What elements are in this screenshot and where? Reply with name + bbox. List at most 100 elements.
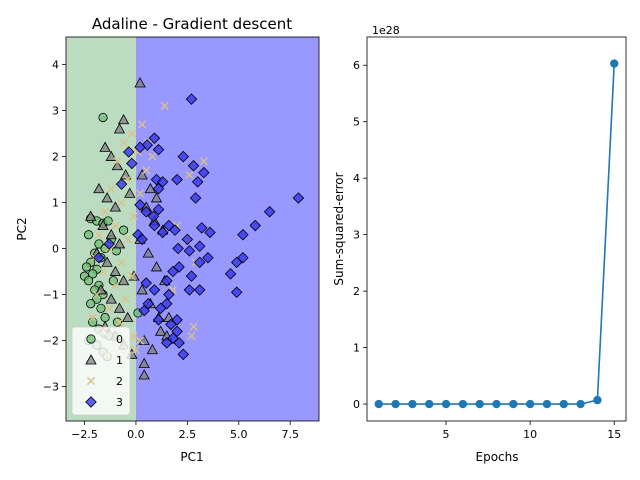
class-3-point xyxy=(173,337,185,349)
class-3-point xyxy=(115,178,128,190)
error-point xyxy=(492,399,501,409)
class-1-point xyxy=(117,274,130,286)
class-3-point xyxy=(204,226,216,239)
class-3-point xyxy=(161,274,173,287)
class-0-point xyxy=(103,216,113,226)
left-x-tick-label: 5.0 xyxy=(230,428,248,441)
class-1-point xyxy=(119,169,132,180)
class-3-point xyxy=(183,245,196,257)
right-y-tick-label: 0 xyxy=(353,398,360,411)
error-point xyxy=(576,399,585,409)
class-3-point xyxy=(263,205,276,218)
class-2-point xyxy=(131,345,141,354)
left-y-tick-label: 1 xyxy=(52,197,59,210)
left-y-tick-label: 2 xyxy=(52,151,59,164)
class-2-point xyxy=(88,313,97,322)
class-3-point xyxy=(148,284,161,296)
left-y-tick-label: −2 xyxy=(43,335,59,348)
class-1-point xyxy=(105,293,117,304)
legend-marker-3 xyxy=(85,396,97,408)
class-3-point xyxy=(195,222,208,234)
left-y-axis-label: PC2 xyxy=(15,217,29,240)
class-3-point xyxy=(193,240,206,253)
right-x-ticks: 5 10 15 xyxy=(443,421,621,441)
class-3-point xyxy=(134,141,146,154)
class-1-point xyxy=(85,210,97,221)
right-y-tick-label: 5 xyxy=(353,116,360,129)
error-point xyxy=(509,399,518,409)
class-3-point xyxy=(152,203,165,216)
class-3-point xyxy=(161,337,173,349)
class-3-point xyxy=(230,286,243,298)
class-1-point xyxy=(146,343,159,355)
class-1-point xyxy=(93,182,105,194)
class-2-point xyxy=(117,258,126,267)
class-1-point xyxy=(144,182,157,194)
right-x-axis-label: Epochs xyxy=(476,450,519,464)
class-3-point xyxy=(103,238,115,250)
class-1-point xyxy=(117,113,130,125)
class-2-point xyxy=(111,221,120,230)
class-2-point xyxy=(135,189,145,198)
class-1-point xyxy=(113,123,126,134)
class-2-point xyxy=(94,230,104,239)
class-3-point xyxy=(193,256,206,269)
class-3-point xyxy=(163,288,175,301)
left-x-ticks: −2.5 0.0 2.5 5.0 7.5 xyxy=(71,421,299,441)
class-3-point xyxy=(292,192,305,204)
left-chart-title: Adaline - Gradient descent xyxy=(92,15,292,33)
class-3-point xyxy=(171,325,183,338)
class-1-point xyxy=(109,265,122,276)
class-3-point xyxy=(126,157,138,170)
right-y-tick-label: 2 xyxy=(353,285,360,298)
right-y-tick-label: 3 xyxy=(353,229,360,242)
class-1-point xyxy=(101,256,113,267)
left-y-tick-label: 4 xyxy=(52,59,59,72)
class-1-point xyxy=(138,369,150,380)
class-3-point xyxy=(138,304,150,317)
class-0-point xyxy=(118,225,129,235)
class-0-point xyxy=(88,317,98,327)
class-1-point xyxy=(136,169,148,180)
class-2-point xyxy=(135,336,145,345)
class-3-point xyxy=(237,228,249,241)
legend-label-3: 3 xyxy=(116,396,123,409)
class-1-point xyxy=(124,187,136,198)
error-point xyxy=(610,59,619,68)
class-1-point xyxy=(105,228,117,240)
error-point xyxy=(559,399,568,409)
class-3-point xyxy=(185,270,198,282)
class-2-point xyxy=(113,157,122,166)
error-point xyxy=(593,395,602,405)
error-point xyxy=(542,399,552,409)
class-2-point xyxy=(148,152,157,161)
class-1-point xyxy=(113,238,126,249)
right-x-tick-label: 15 xyxy=(607,428,621,441)
class-3-point xyxy=(189,192,202,204)
class-1-point xyxy=(111,159,124,171)
class-3-point xyxy=(172,242,184,255)
class-3-point xyxy=(169,224,181,236)
class-1-point xyxy=(150,261,163,272)
class-3-point xyxy=(177,348,190,361)
class-3-point xyxy=(152,182,165,195)
right-y-axis-label: Sum-squared-error xyxy=(332,172,346,285)
legend: 0 1 2 3 xyxy=(71,326,131,416)
class-2-point xyxy=(92,290,101,299)
class-1-point xyxy=(101,192,113,203)
class-3-point xyxy=(167,332,179,344)
class-0-point xyxy=(84,276,94,286)
class-3-point xyxy=(183,284,196,296)
legend-marker-2 xyxy=(86,376,96,386)
left-x-tick-label: 7.5 xyxy=(281,428,299,441)
legend-label-0: 0 xyxy=(116,333,123,346)
class-2-point xyxy=(105,304,114,313)
class-3-point xyxy=(187,160,200,172)
legend-label-1: 1 xyxy=(116,354,123,367)
error-point xyxy=(475,399,484,409)
class-3-point xyxy=(193,284,206,296)
right-y-tick-label: 6 xyxy=(353,59,360,72)
class-3-point xyxy=(181,233,194,246)
class-2-point xyxy=(187,331,196,341)
